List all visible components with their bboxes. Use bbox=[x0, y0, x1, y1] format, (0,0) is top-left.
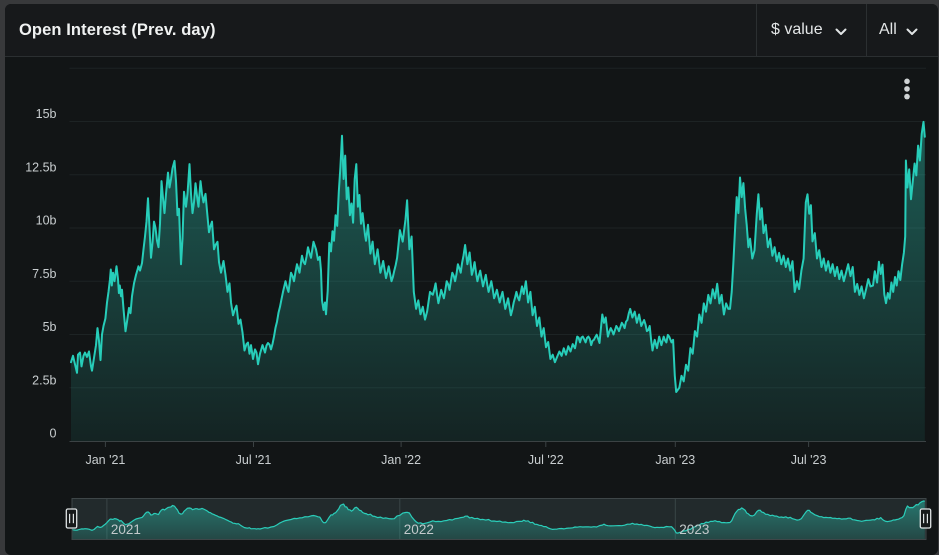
svg-text:Jan '22: Jan '22 bbox=[381, 453, 421, 467]
svg-text:2023: 2023 bbox=[679, 522, 709, 537]
svg-text:0: 0 bbox=[50, 427, 57, 441]
svg-text:Jul '23: Jul '23 bbox=[791, 453, 827, 467]
svg-text:7.5b: 7.5b bbox=[32, 267, 56, 281]
svg-text:5b: 5b bbox=[43, 320, 57, 334]
svg-text:10b: 10b bbox=[36, 214, 57, 228]
svg-text:12.5b: 12.5b bbox=[25, 160, 56, 174]
svg-text:15b: 15b bbox=[36, 107, 57, 121]
svg-text:Jul '22: Jul '22 bbox=[528, 453, 564, 467]
svg-text:2022: 2022 bbox=[404, 522, 434, 537]
svg-text:2.5b: 2.5b bbox=[32, 373, 56, 387]
svg-text:Jul '21: Jul '21 bbox=[236, 453, 272, 467]
svg-text:Jan '23: Jan '23 bbox=[655, 453, 695, 467]
svg-text:Jan '21: Jan '21 bbox=[85, 453, 125, 467]
svg-text:2021: 2021 bbox=[111, 522, 141, 537]
